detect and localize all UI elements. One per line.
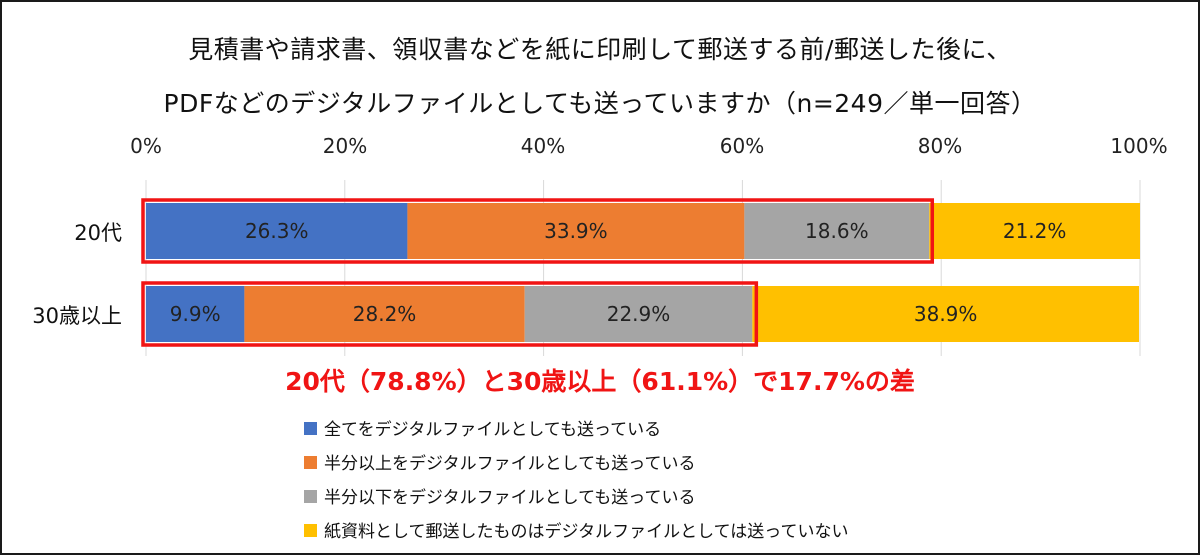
legend-swatch <box>304 490 317 503</box>
data-label: 38.9% <box>913 302 978 326</box>
legend-label: 紙資料として郵送したものはデジタルファイルとしては送っていない <box>324 522 849 542</box>
data-label: 18.6% <box>805 219 869 243</box>
data-label: 21.2% <box>1002 219 1067 243</box>
data-label: 9.9% <box>169 302 221 326</box>
category-label-30-plus: 30歳以上 <box>32 304 122 328</box>
legend-label: 半分以下をデジタルファイルとしても送っている <box>324 488 696 508</box>
legend-item: 半分以上をデジタルファイルとしても送っている <box>304 452 695 476</box>
legend-item: 半分以下をデジタルファイルとしても送っている <box>304 486 695 510</box>
data-label: 28.2% <box>352 302 417 326</box>
bar-segment <box>407 203 745 259</box>
difference-annotation: 20代（78.8%）と30歳以上（61.1%）で17.7%の差 <box>285 367 915 396</box>
bar-segment <box>929 203 1140 259</box>
x-tick-label: 60% <box>719 134 765 158</box>
highlight-box <box>141 198 935 264</box>
x-tick-label: 80% <box>917 134 963 158</box>
legend-label: 全てをデジタルファイルとしても送っている <box>324 420 662 440</box>
data-label: 33.9% <box>544 219 608 243</box>
highlight-box <box>141 281 759 347</box>
x-tick-label: 20% <box>322 134 368 158</box>
legend-swatch <box>304 456 317 469</box>
x-tick-label: 40% <box>520 134 566 158</box>
legend-item: 全てをデジタルファイルとしても送っている <box>304 418 661 442</box>
legend-swatch <box>304 422 317 435</box>
legend-swatch <box>304 524 317 537</box>
legend-item: 紙資料として郵送したものはデジタルファイルとしては送っていない <box>304 520 848 544</box>
x-tick-label: 100% <box>1110 134 1168 158</box>
chart-title-line-1: 見積書や請求書、領収書などを紙に印刷して郵送する前/郵送した後に、 <box>188 35 1012 64</box>
data-label: 26.3% <box>244 219 309 243</box>
category-label-20s: 20代 <box>74 221 122 245</box>
bar-segment <box>146 203 408 259</box>
bar-segment <box>524 286 753 342</box>
data-label: 22.9% <box>606 302 671 326</box>
bar-segment <box>146 286 245 342</box>
chart-title-line-2: PDFなどのデジタルファイルとしても送っていますか（n=249／単一回答） <box>163 89 1037 118</box>
bar-segment <box>744 203 930 259</box>
legend-label: 半分以上をデジタルファイルとしても送っている <box>324 454 696 474</box>
bar-segment <box>752 286 1140 342</box>
bar-segment <box>244 286 525 342</box>
x-tick-label: 0% <box>130 134 162 158</box>
